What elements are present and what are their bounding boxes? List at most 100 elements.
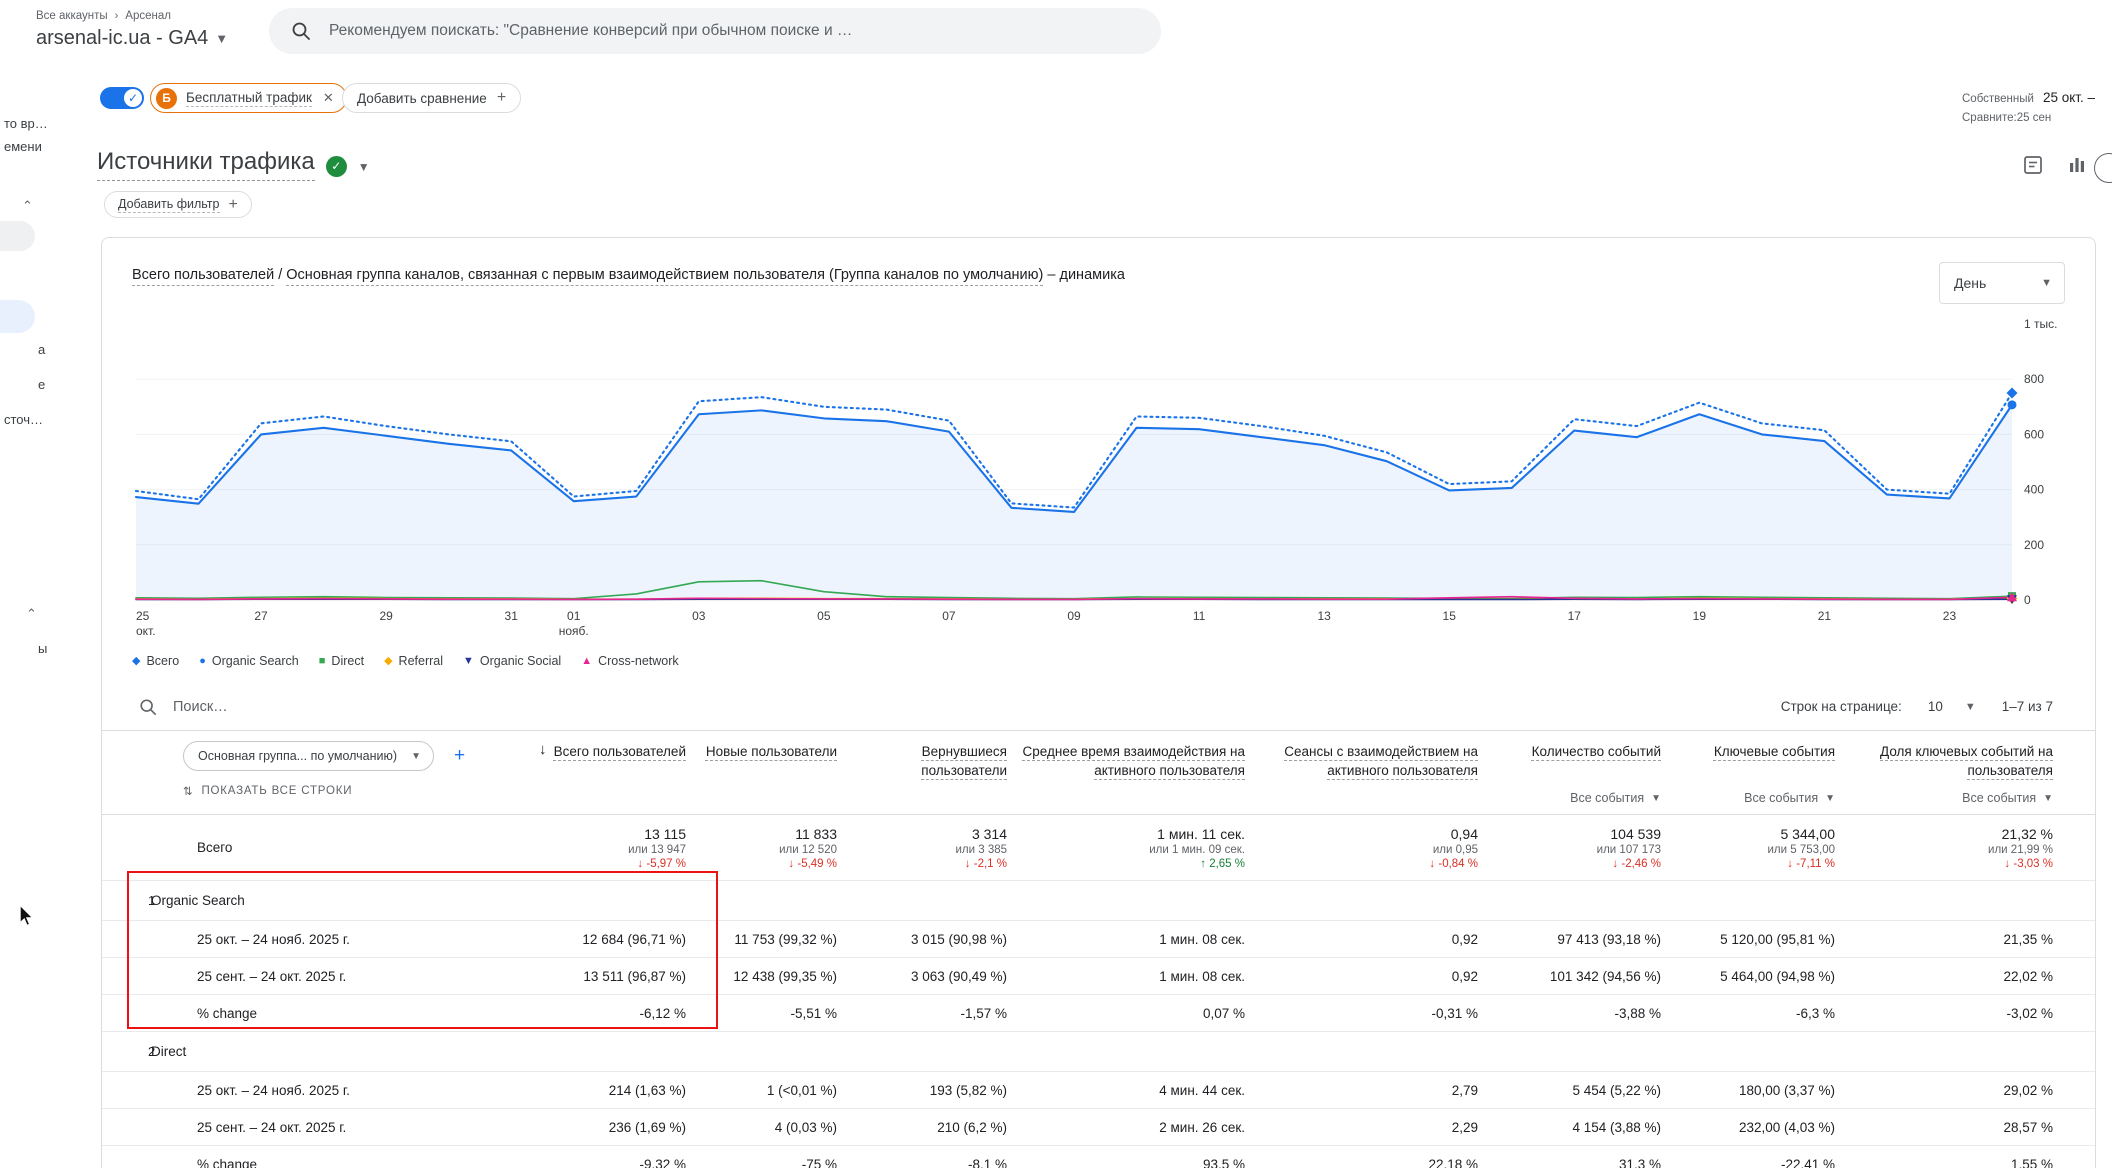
x-axis-label: 17 bbox=[1568, 609, 1582, 623]
bar-chart-icon[interactable] bbox=[2066, 154, 2088, 176]
date-range-picker[interactable]: Собственный 25 окт. – Сравните:25 сен bbox=[1962, 90, 2112, 124]
metric-value: 2 мин. 26 сек. bbox=[1159, 1119, 1245, 1135]
metric-value: 193 (5,82 %) bbox=[929, 1082, 1007, 1098]
sidebar-active-highlight[interactable] bbox=[0, 221, 35, 251]
totals-change-value: -2,1 % bbox=[973, 857, 1007, 870]
legend-item[interactable]: ■ Direct bbox=[319, 654, 364, 668]
metric-value: 1,55 % bbox=[2010, 1156, 2053, 1168]
legend-item[interactable]: ▼ Organic Social bbox=[463, 654, 561, 668]
table-row[interactable]: % change -9,32 % -75 % -8,1 % 93,5 % 22,18 % 3… bbox=[102, 1146, 2095, 1168]
breadcrumb[interactable]: Все аккаунты › Арсенал bbox=[36, 10, 171, 22]
totals-compare-value: или 0,95 bbox=[1432, 843, 1478, 856]
add-dimension-button[interactable]: + bbox=[453, 745, 466, 766]
arrow-down-icon: ↓ bbox=[964, 857, 974, 870]
insights-icon[interactable] bbox=[2094, 153, 2112, 183]
table-row[interactable]: 25 сент. – 24 окт. 2025 г. 236 (1,69 %) 4 … bbox=[102, 1109, 2095, 1146]
column-header[interactable]: Сеансы с взаимодействием на активного по… bbox=[1245, 731, 1478, 814]
totals-change-value: -2,46 % bbox=[1621, 857, 1661, 870]
legend-item[interactable]: ◆ Referral bbox=[384, 654, 443, 668]
rows-per-page-label: Строк на странице: bbox=[1780, 699, 1902, 714]
table-search[interactable]: Поиск… bbox=[139, 698, 228, 716]
property-selector[interactable]: arsenal-ic.ua - GA4 ▼ bbox=[36, 27, 228, 50]
row-label: 25 сент. – 24 окт. 2025 г. bbox=[197, 968, 347, 984]
notes-icon[interactable] bbox=[2022, 154, 2044, 176]
column-header[interactable]: Новые пользователи bbox=[686, 731, 837, 814]
date-own-value: 25 окт. – bbox=[2042, 90, 2095, 105]
search-bar[interactable]: Рекомендуем поискать: "Сравнение конверс… bbox=[269, 8, 1161, 54]
column-subfilter[interactable]: Все события ▼ bbox=[1835, 791, 2053, 805]
add-filter-button[interactable]: Добавить фильтр + bbox=[104, 191, 252, 218]
sidebar-item-fragment[interactable]: ы bbox=[38, 641, 48, 656]
plus-icon: + bbox=[228, 195, 238, 213]
legend-marker-icon: ● bbox=[199, 654, 206, 667]
column-header[interactable]: Вернувшиеся пользователи bbox=[837, 731, 1007, 814]
arrow-down-icon: ↓ bbox=[1612, 857, 1622, 870]
chevron-up-icon[interactable]: ⌃ bbox=[22, 198, 33, 213]
table-row[interactable]: 25 сент. – 24 окт. 2025 г. 13 511 (96,87 … bbox=[102, 958, 2095, 995]
totals-change-value: -0,84 % bbox=[1438, 857, 1478, 870]
sidebar-item-fragment[interactable]: емени bbox=[4, 139, 42, 154]
chart-legend: ◆ Всего ● Organic Search ■ Direct ◆ Referral ▼ Or… bbox=[132, 649, 2065, 673]
add-filter-label: Добавить фильтр bbox=[118, 196, 220, 213]
segment-chip[interactable]: Б Бесплатный трафик ✕ bbox=[150, 83, 347, 113]
metric-value: 0,92 bbox=[1451, 931, 1478, 947]
legend-item[interactable]: ◆ Всего bbox=[132, 654, 179, 668]
sidebar-item-fragment[interactable]: сточ… bbox=[4, 412, 44, 427]
table-row-group-header[interactable]: 1Organic Search bbox=[102, 881, 2095, 921]
add-comparison-label: Добавить сравнение bbox=[357, 90, 487, 106]
x-axis-label: 21 bbox=[1818, 609, 1832, 623]
totals-metric-cell: 11 833 или 12 520 ↓ -5,49 % bbox=[686, 826, 837, 870]
segment-toggle[interactable]: ✓ bbox=[100, 87, 144, 109]
table-row-group-header[interactable]: 2Direct bbox=[102, 1032, 2095, 1072]
data-quality-icon[interactable]: ✓ bbox=[325, 155, 347, 177]
breadcrumb-account[interactable]: Все аккаунты bbox=[36, 10, 108, 22]
x-axis-label: 31 bbox=[505, 609, 519, 623]
metric-value: 11 753 (99,32 %) bbox=[734, 931, 837, 947]
legend-item[interactable]: ● Organic Search bbox=[199, 654, 299, 668]
column-header[interactable]: Ключевые события Все события ▼ bbox=[1661, 731, 1835, 814]
totals-value: 1 мин. 11 сек. bbox=[1157, 825, 1245, 842]
chevron-down-icon[interactable]: ▼ bbox=[357, 159, 370, 174]
expand-rows-icon: ⇅ bbox=[183, 786, 194, 798]
sidebar-item-fragment[interactable]: то вр… bbox=[4, 116, 48, 131]
metric-value: 5 464,00 (94,98 %) bbox=[1720, 968, 1835, 984]
table-row[interactable]: 25 окт. – 24 нояб. 2025 г. 12 684 (96,71 … bbox=[102, 921, 2095, 958]
column-header[interactable]: ↓ Всего пользователей bbox=[539, 731, 686, 814]
search-placeholder: Рекомендуем поискать: "Сравнение конверс… bbox=[329, 22, 853, 39]
column-header-label: Всего пользователей bbox=[553, 744, 686, 759]
dimension-selector[interactable]: Основная группа... по умолчанию) ▼ bbox=[183, 741, 434, 771]
totals-row: Всего 13 115 или 13 947 ↓ -5,97 % 11 833 или … bbox=[102, 815, 2095, 881]
date-own-label: Собственный bbox=[1962, 93, 2034, 105]
sort-descending-icon: ↓ bbox=[539, 741, 547, 758]
column-header-label: Новые пользователи bbox=[705, 744, 837, 759]
metric-value: 0,92 bbox=[1451, 968, 1478, 984]
column-header[interactable]: Количество событий Все события ▼ bbox=[1478, 731, 1661, 814]
column-subfilter[interactable]: Все события ▼ bbox=[1661, 791, 1835, 805]
legend-item[interactable]: ▲ Cross-network bbox=[581, 654, 678, 668]
table-row[interactable]: % change -6,12 % -5,51 % -1,57 % 0,07 % -0,31… bbox=[102, 995, 2095, 1032]
subfilter-label: Все события bbox=[1570, 791, 1645, 805]
metric-value: -6,3 % bbox=[1795, 1005, 1835, 1021]
x-axis-label: окт. bbox=[136, 624, 156, 638]
column-header[interactable]: Среднее время взаимодействия на активног… bbox=[1007, 731, 1245, 814]
rows-per-page-select[interactable]: 10 ▼ bbox=[1928, 699, 1976, 714]
chevron-up-icon[interactable]: ⌃ bbox=[26, 606, 37, 621]
column-header[interactable]: Доля ключевых событий на пользователя Все… bbox=[1835, 731, 2053, 814]
sidebar-item-fragment[interactable]: е bbox=[38, 377, 46, 392]
sidebar-active-highlight[interactable] bbox=[0, 300, 35, 333]
totals-metric-cell: 3 314 или 3 385 ↓ -2,1 % bbox=[837, 826, 1007, 870]
legend-label: Direct bbox=[331, 654, 365, 668]
show-all-rows-button[interactable]: ⇅ ПОКАЗАТЬ ВСЕ СТРОКИ bbox=[183, 784, 539, 798]
totals-compare-value: или 3 385 bbox=[955, 843, 1007, 856]
add-comparison-button[interactable]: Добавить сравнение + bbox=[342, 83, 522, 113]
sidebar-item-fragment[interactable]: а bbox=[38, 342, 46, 357]
granularity-select[interactable]: День ▼ bbox=[1939, 262, 2065, 304]
column-subfilter[interactable]: Все события ▼ bbox=[1478, 791, 1661, 805]
channel-name: Organic Search bbox=[151, 893, 245, 908]
arrow-down-icon: ↓ bbox=[637, 857, 647, 870]
metric-value: 3 015 (90,98 %) bbox=[910, 931, 1007, 947]
breadcrumb-property[interactable]: Арсенал bbox=[125, 10, 171, 22]
series-line-cross-network bbox=[135, 595, 2013, 601]
close-icon[interactable]: ✕ bbox=[322, 90, 334, 105]
table-row[interactable]: 25 окт. – 24 нояб. 2025 г. 214 (1,63 %) 1 … bbox=[102, 1072, 2095, 1109]
